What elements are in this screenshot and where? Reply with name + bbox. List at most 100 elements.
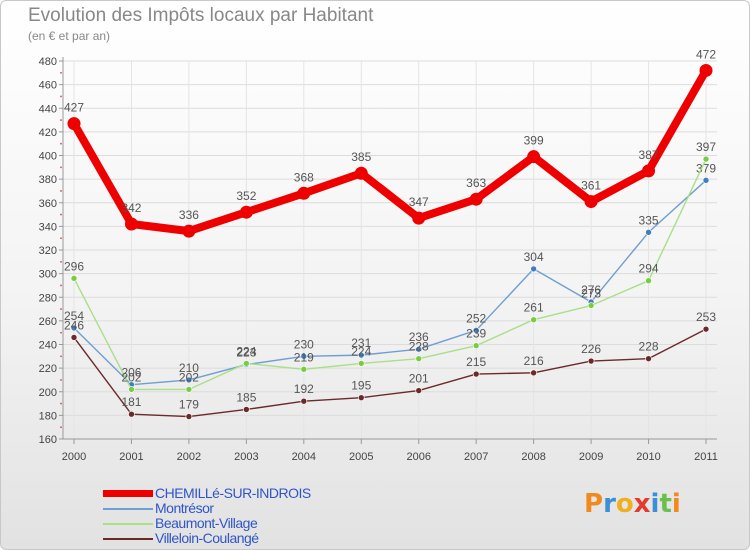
x-tick-label: 2005 xyxy=(349,451,373,463)
data-point xyxy=(587,357,595,365)
y-tick-label: 360 xyxy=(39,198,57,210)
y-minor-tick xyxy=(60,260,62,263)
y-tick-label: 380 xyxy=(39,174,57,186)
data-label: 427 xyxy=(64,101,84,115)
data-label: 224 xyxy=(236,344,256,358)
data-point xyxy=(527,150,541,164)
y-minor-tick xyxy=(60,142,62,145)
y-tick-label: 200 xyxy=(39,387,57,399)
legend-label: Villeloin-Coulangé xyxy=(155,530,259,546)
x-tick-label: 2002 xyxy=(177,451,201,463)
x-tick-label: 2008 xyxy=(521,451,545,463)
legend-swatch xyxy=(103,523,153,525)
data-label: 347 xyxy=(409,195,429,209)
data-label: 223 xyxy=(236,346,256,360)
x-tick-label: 2001 xyxy=(119,451,143,463)
data-label: 361 xyxy=(581,179,601,193)
series-line xyxy=(73,179,707,386)
y-tick-label: 400 xyxy=(39,151,57,163)
y-tick-label: 460 xyxy=(39,80,57,92)
x-tick-label: 2011 xyxy=(694,451,718,463)
y-minor-tick xyxy=(60,166,62,169)
data-label: 216 xyxy=(524,354,544,368)
data-point xyxy=(300,366,308,373)
data-label: 185 xyxy=(236,390,256,404)
y-tick-label: 440 xyxy=(39,103,57,115)
y-minor-tick xyxy=(60,402,62,405)
data-point xyxy=(357,351,365,359)
data-point xyxy=(128,386,135,393)
y-tick-label: 340 xyxy=(39,221,57,233)
data-label: 192 xyxy=(294,382,314,396)
data-label: 252 xyxy=(466,311,486,325)
legend-swatch xyxy=(103,490,153,497)
x-tick-label: 2007 xyxy=(464,451,488,463)
y-tick-label: 220 xyxy=(39,363,57,375)
series-line xyxy=(73,158,707,391)
data-point xyxy=(415,345,423,353)
data-label: 352 xyxy=(236,189,256,203)
series-line xyxy=(70,66,710,236)
data-point xyxy=(70,275,78,282)
y-tick-label: 300 xyxy=(39,269,57,281)
data-point xyxy=(645,277,652,285)
data-label: 254 xyxy=(64,309,84,323)
data-point xyxy=(124,217,138,231)
data-point xyxy=(645,355,652,362)
data-label: 179 xyxy=(179,398,199,412)
data-label: 202 xyxy=(179,370,199,384)
legend-label: Beaumont-Village xyxy=(155,515,258,531)
y-minor-tick xyxy=(60,284,62,287)
chart-title: Evolution des Impôts locaux par Habitant xyxy=(28,5,374,26)
data-point xyxy=(702,325,710,333)
y-minor-tick xyxy=(60,355,62,358)
logo-letter: P xyxy=(584,489,604,519)
legend-label: Montrésor xyxy=(155,500,214,516)
data-point xyxy=(185,386,193,393)
y-minor-tick xyxy=(60,331,62,334)
y-tick-label: 480 xyxy=(39,56,57,68)
y-tick-label: 240 xyxy=(39,340,57,352)
data-label: 228 xyxy=(409,340,429,354)
data-point xyxy=(357,360,365,367)
data-point xyxy=(354,166,368,180)
data-point xyxy=(357,394,365,401)
data-point xyxy=(472,370,480,378)
legend-label: CHEMILLé-SUR-INDROIS xyxy=(155,485,311,501)
data-label: 239 xyxy=(466,327,486,341)
data-point xyxy=(300,353,308,360)
legend-swatch xyxy=(103,538,153,540)
data-label: 195 xyxy=(351,379,371,393)
data-point xyxy=(587,302,595,309)
x-tick-label: 2004 xyxy=(292,451,316,463)
proxiti-logo: Proxiti xyxy=(584,489,681,519)
logo-letter: t xyxy=(659,489,672,519)
data-label: 228 xyxy=(639,340,659,354)
data-label: 397 xyxy=(696,140,716,154)
data-label: 387 xyxy=(639,148,659,162)
data-label: 399 xyxy=(524,134,544,148)
data-point xyxy=(645,228,652,236)
y-minor-tick xyxy=(60,237,62,240)
data-label: 294 xyxy=(639,262,659,276)
logo-letter: i xyxy=(650,489,660,519)
logo-letter: x xyxy=(633,489,651,519)
data-point xyxy=(469,192,483,206)
legend-swatch xyxy=(103,508,153,510)
data-label: 379 xyxy=(696,161,716,175)
data-label: 231 xyxy=(351,336,371,350)
data-label: 273 xyxy=(581,287,601,301)
logo-letter: i xyxy=(671,489,681,519)
data-point xyxy=(530,369,537,377)
data-label: 202 xyxy=(121,370,141,384)
data-point xyxy=(128,410,135,418)
data-label: 215 xyxy=(466,355,486,369)
data-point xyxy=(70,324,78,332)
data-label: 304 xyxy=(524,250,544,264)
y-tick-label: 280 xyxy=(39,292,57,304)
data-point xyxy=(243,360,250,367)
data-point xyxy=(415,387,423,394)
data-point xyxy=(185,376,193,384)
